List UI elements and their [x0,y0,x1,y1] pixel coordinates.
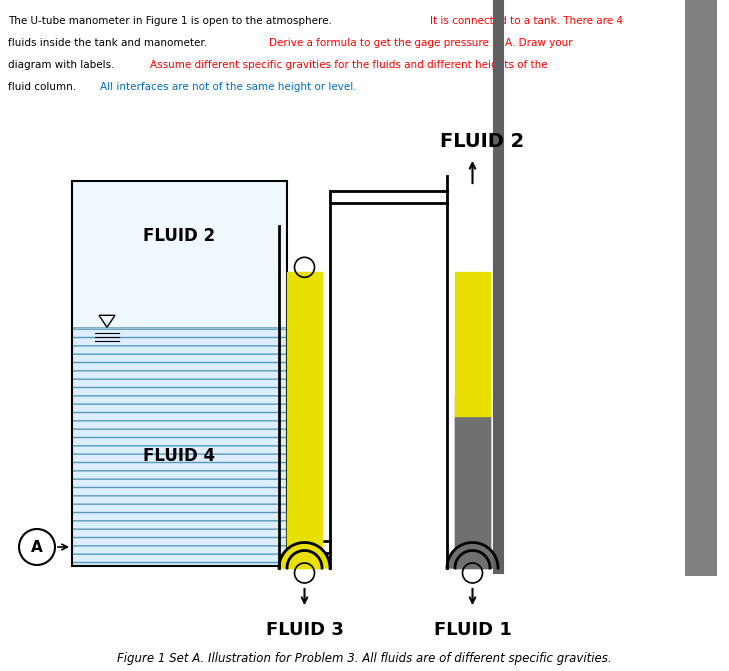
Polygon shape [287,511,322,568]
Polygon shape [685,0,717,576]
Text: diagram with labels.: diagram with labels. [8,60,118,70]
Text: FLUID 2: FLUID 2 [144,227,216,245]
Text: Figure 1 Set A. Illustration for Problem 3. All fluids are of different specific: Figure 1 Set A. Illustration for Problem… [117,652,612,665]
Text: A: A [31,539,43,554]
Text: FLUID 3: FLUID 3 [265,621,343,639]
Text: Assume different specific gravities for the fluids and different heights of the: Assume different specific gravities for … [149,60,547,70]
Text: FLUID 4: FLUID 4 [144,447,216,465]
Polygon shape [447,543,498,568]
Polygon shape [72,327,287,566]
Text: fluids inside the tank and manometer.: fluids inside the tank and manometer. [8,38,211,48]
Text: The U-tube manometer in Figure 1 is open to the atmosphere.: The U-tube manometer in Figure 1 is open… [8,16,335,26]
Text: All interfaces are not of the same height or level.: All interfaces are not of the same heigh… [100,82,356,92]
Text: FLUID 1: FLUID 1 [434,621,512,639]
Polygon shape [72,181,287,327]
Text: Derive a formula to get the gage pressure in A. Draw your: Derive a formula to get the gage pressur… [269,38,573,48]
Text: fluid column.: fluid column. [8,82,79,92]
Text: FLUID 2: FLUID 2 [440,132,525,151]
Text: It is connected to a tank. There are 4: It is connected to a tank. There are 4 [430,16,623,26]
Polygon shape [279,543,330,568]
